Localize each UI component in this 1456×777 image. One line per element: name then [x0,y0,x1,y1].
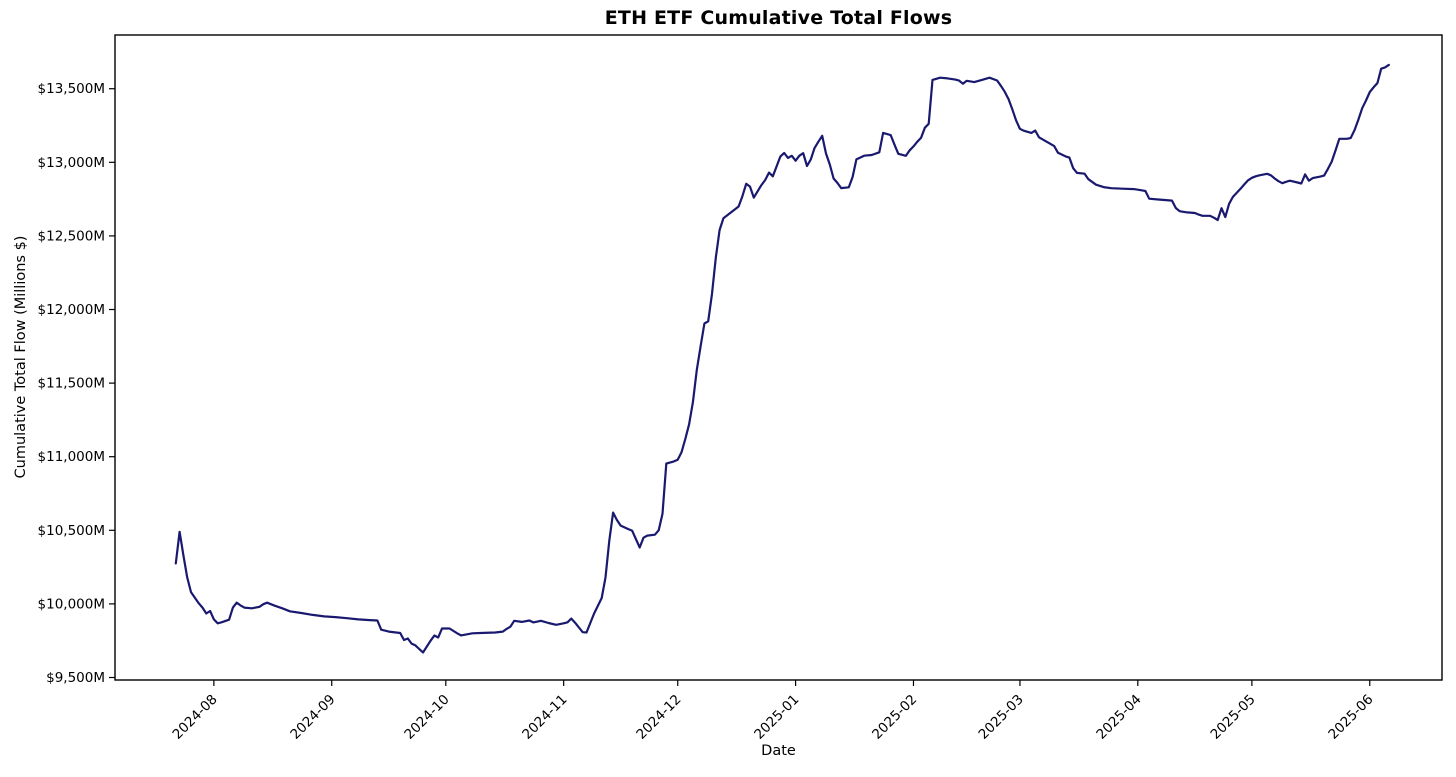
x-tick-label: 2025-03 [976,692,1027,743]
x-tick-label: 2025-01 [751,692,802,743]
x-tick-label: 2025-02 [869,692,920,743]
x-tick-label: 2024-09 [287,692,338,743]
y-tick-label: $9,500M [46,670,105,686]
y-tick-label: $13,000M [38,155,105,171]
y-tick-label: $10,500M [38,523,105,539]
y-tick-label: $12,500M [38,228,105,244]
x-axis-title: Date [761,743,796,759]
x-tick-label: 2025-05 [1208,692,1259,743]
series-line-cumulative-flow [174,63,1390,654]
y-tick-label: $11,000M [38,449,105,465]
x-tick-label: 2024-10 [401,692,452,743]
y-tick-label: $10,000M [38,596,105,612]
x-tick-label: 2024-12 [633,692,684,743]
y-tick-label: $11,500M [38,376,105,392]
plot-border [114,34,1443,681]
x-tick-label: 2025-04 [1093,692,1144,743]
x-tick-label: 2025-06 [1325,692,1376,743]
x-tick-label: 2024-08 [169,692,220,743]
chart-title: ETH ETF Cumulative Total Flows [604,7,953,29]
y-tick-label: $12,000M [38,302,105,318]
x-tick-label: 2024-11 [519,692,570,743]
y-tick-label: $13,500M [38,81,105,97]
